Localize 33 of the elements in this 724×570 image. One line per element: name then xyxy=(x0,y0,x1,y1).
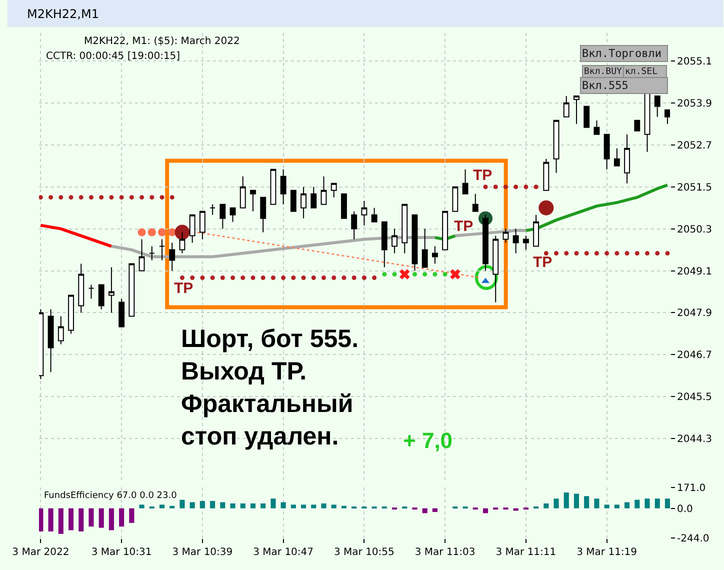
x-tick-label: 3 Mar 10:47 xyxy=(253,547,314,558)
y-tick-label: 2055.1 xyxy=(677,56,712,68)
annotation: TP xyxy=(174,280,194,297)
x-tick-label: 3 Mar 11:03 xyxy=(414,547,476,558)
annotation: TP xyxy=(533,254,552,271)
annotation: Шорт, бот 555. Выход ТР. Фрактальный стоп удален. xyxy=(181,325,359,450)
annotation: Вкл.555 xyxy=(582,79,628,92)
y-tick-label: 2050.3 xyxy=(677,224,712,236)
annotation: CCTR: 00:00:45 [19:00:15] xyxy=(46,51,180,62)
annotation: Вкл.Торговли xyxy=(582,47,662,60)
y-tick-label: 2047.9 xyxy=(677,308,712,320)
y-tick-label: 2049.1 xyxy=(677,266,712,278)
y-tick-label: 2045.5 xyxy=(677,392,712,404)
annotation: + 7,0 xyxy=(403,428,453,453)
chart-title: M2KH22,M1 xyxy=(27,7,99,22)
x-tick-label: 3 Mar 10:55 xyxy=(334,547,394,558)
x-tick-label: 3 Mar 11:19 xyxy=(576,547,638,558)
x-tick-label: 3 Mar 11:11 xyxy=(496,547,556,558)
chart-title: FundsEfficiency 67.0 0.0 23.0 xyxy=(44,491,178,501)
y-tick-label: 2044.3 xyxy=(677,434,712,446)
annotation: TP xyxy=(473,167,492,184)
y-tick-label: 0.0 xyxy=(677,504,693,515)
chart-subtitle: M2KH22, M1: ($5): March 2022 xyxy=(84,36,240,47)
y-tick-label: 2052.7 xyxy=(677,140,712,152)
y-tick-label: 2053.9 xyxy=(677,98,712,110)
y-tick-label: -244.0 xyxy=(677,534,710,544)
y-tick-label: 2046.7 xyxy=(677,350,712,362)
x-tick-label: 3 Mar 10:39 xyxy=(172,547,233,558)
x-tick-label: 3 Mar 2022 xyxy=(12,547,70,558)
x-tick-label: 3 Mar 10:31 xyxy=(91,547,152,558)
annotation: TP xyxy=(454,218,474,235)
y-tick-label: 171.0 xyxy=(677,483,706,494)
y-tick-label: 2051.5 xyxy=(677,182,712,194)
